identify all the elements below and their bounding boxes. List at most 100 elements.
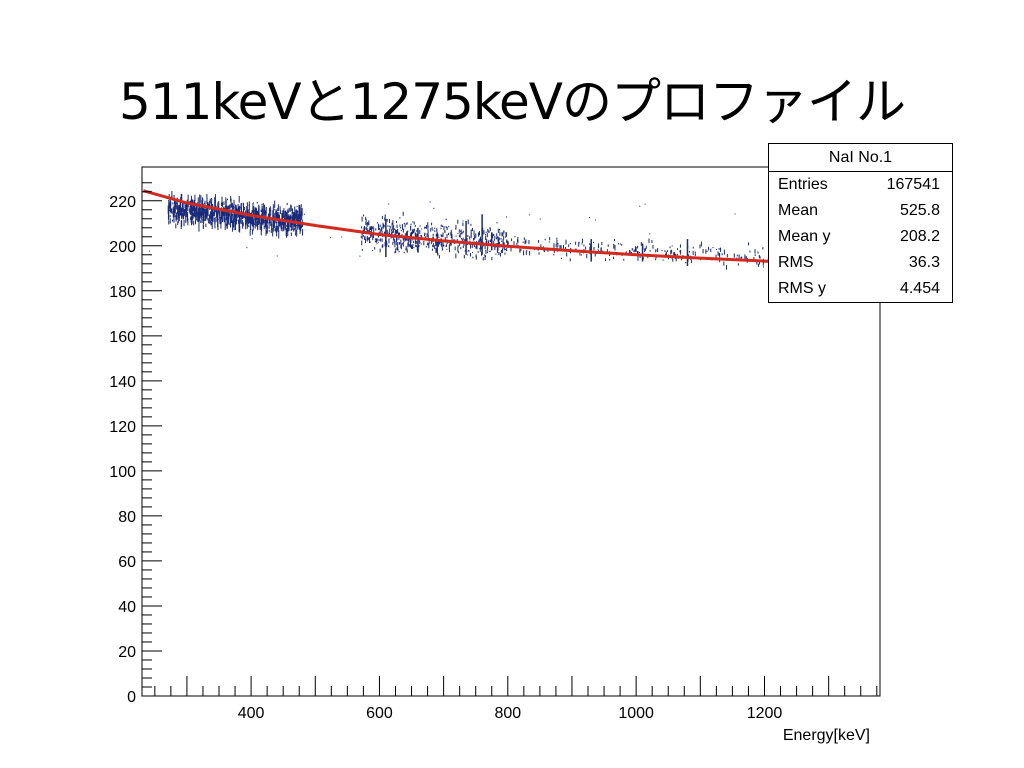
- scatter-point: [438, 242, 440, 247]
- scatter-point: [268, 230, 270, 232]
- scatter-point: [485, 249, 487, 252]
- scatter-point: [455, 235, 457, 237]
- scatter-point: [473, 230, 475, 236]
- scatter-point: [368, 238, 370, 244]
- scatter-point: [248, 208, 250, 217]
- scatter-point: [436, 227, 438, 233]
- scatter-point: [231, 218, 233, 222]
- scatter-point: [566, 252, 568, 257]
- scatter-point: [172, 207, 174, 210]
- scatter-point: [381, 238, 383, 242]
- scatter-point: [273, 219, 275, 223]
- scatter-point: [463, 243, 465, 246]
- scatter-point: [365, 227, 367, 230]
- stats-value: 167541: [886, 176, 940, 193]
- scatter-point: [614, 246, 616, 251]
- scatter-point: [462, 231, 464, 234]
- scatter-point: [268, 207, 270, 217]
- scatter-point: [258, 207, 260, 211]
- scatter-point: [673, 253, 675, 256]
- scatter-point: [708, 246, 710, 251]
- scatter-point: [690, 259, 692, 263]
- scatter-point: [556, 239, 558, 245]
- scatter-point: [242, 202, 244, 205]
- scatter-point: [384, 214, 386, 219]
- scatter-point: [613, 256, 615, 260]
- scatter-point: [432, 229, 434, 231]
- scatter-point: [450, 240, 452, 246]
- scatter-point: [397, 232, 399, 237]
- scatter-point: [233, 199, 235, 206]
- scatter-point: [360, 226, 362, 229]
- scatter-point: [363, 227, 365, 233]
- scatter-point: [645, 248, 647, 251]
- scatter-point: [177, 204, 179, 215]
- scatter-point: [291, 208, 293, 215]
- stats-value: 36.3: [908, 254, 940, 271]
- scatter-point: [427, 234, 429, 239]
- scatter-point: [187, 194, 189, 202]
- scatter-point: [488, 230, 490, 234]
- scatter-point: [245, 224, 247, 230]
- scatter-point: [384, 217, 386, 221]
- scatter-point: [463, 239, 465, 242]
- scatter-point: [173, 213, 175, 215]
- scatter-point: [290, 204, 292, 212]
- scatter-point: [296, 230, 298, 237]
- scatter-point: [272, 220, 274, 223]
- scatter-point: [169, 215, 171, 218]
- scatter-point: [506, 216, 508, 218]
- scatter-point: [182, 212, 184, 218]
- scatter-point: [664, 250, 666, 253]
- scatter-point: [414, 224, 416, 227]
- scatter-point: [644, 248, 646, 252]
- scatter-point: [173, 217, 175, 223]
- scatter-point: [472, 237, 474, 241]
- scatter-point: [211, 222, 213, 225]
- scatter-point: [478, 240, 480, 243]
- scatter-point: [446, 248, 448, 250]
- scatter-point: [255, 207, 257, 216]
- scatter-point: [416, 230, 418, 232]
- scatter-point: [431, 227, 433, 230]
- scatter-point: [511, 238, 513, 242]
- scatter-point: [359, 255, 361, 257]
- y-tick-label: 80: [118, 509, 136, 526]
- scatter-point: [221, 202, 223, 207]
- y-axis-ticks: 0 20 40 60 80 100 120 140 160 180 200 220: [109, 182, 162, 706]
- scatter-point: [692, 246, 694, 249]
- scatter-point: [633, 249, 635, 253]
- scatter-point: [473, 235, 475, 240]
- scatter-point: [194, 194, 196, 202]
- scatter-point: [457, 232, 459, 235]
- scatter-point: [172, 219, 174, 222]
- scatter-point: [220, 209, 222, 214]
- scatter-point: [395, 229, 397, 235]
- scatter-point: [410, 226, 412, 231]
- scatter-point: [538, 239, 540, 243]
- scatter-point: [404, 237, 406, 242]
- scatter-point: [484, 254, 486, 256]
- scatter-point: [366, 227, 368, 232]
- scatter-point: [628, 250, 630, 255]
- scatter-point: [297, 223, 299, 230]
- scatter-point: [492, 233, 494, 236]
- scatter-point: [560, 245, 562, 249]
- stats-title: NaI No.1: [769, 144, 952, 172]
- scatter-point: [285, 210, 287, 216]
- scatter-point: [504, 252, 506, 255]
- scatter-point: [302, 229, 304, 236]
- scatter-point: [717, 251, 719, 256]
- scatter-point: [200, 195, 202, 203]
- scatter-point: [437, 252, 439, 256]
- scatter-point: [470, 235, 472, 239]
- scatter-point: [398, 242, 400, 245]
- scatter-point: [494, 245, 496, 251]
- scatter-point: [242, 222, 244, 226]
- scatter-point: [555, 243, 557, 248]
- scatter-point: [523, 237, 525, 240]
- scatter-point: [391, 222, 393, 227]
- scatter-point: [419, 229, 421, 234]
- scatter-point: [364, 227, 366, 229]
- scatter-point: [168, 200, 170, 202]
